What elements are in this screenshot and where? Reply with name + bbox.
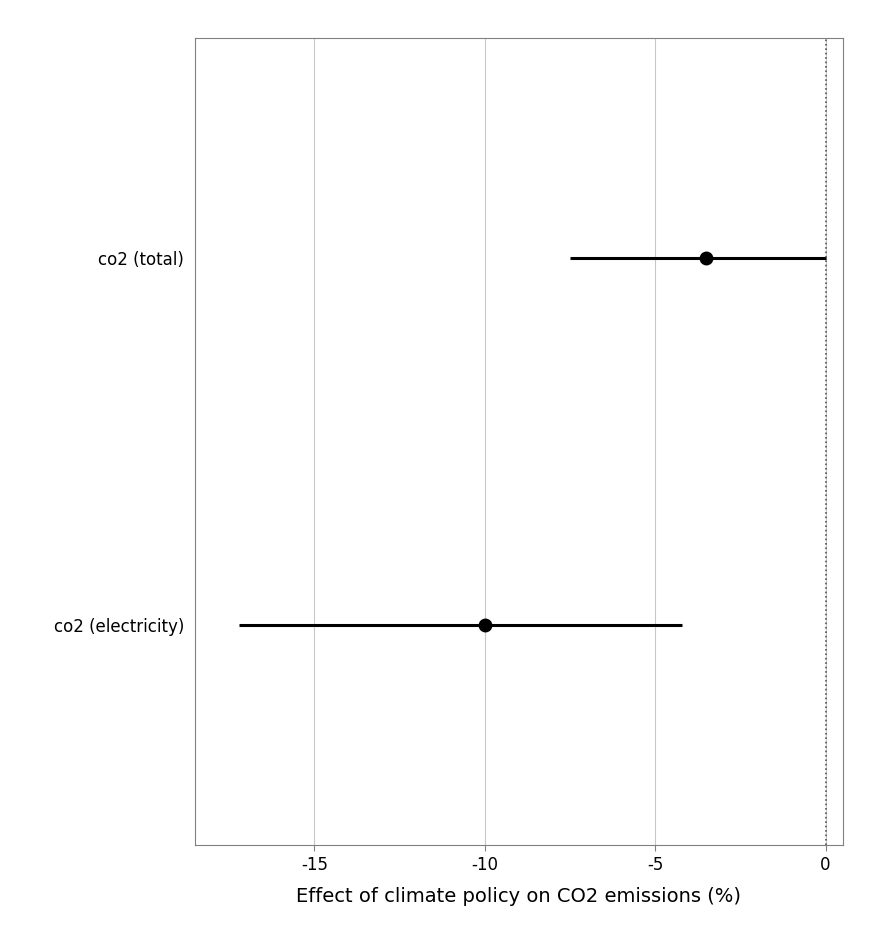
X-axis label: Effect of climate policy on CO2 emissions (%): Effect of climate policy on CO2 emission… bbox=[296, 887, 741, 906]
